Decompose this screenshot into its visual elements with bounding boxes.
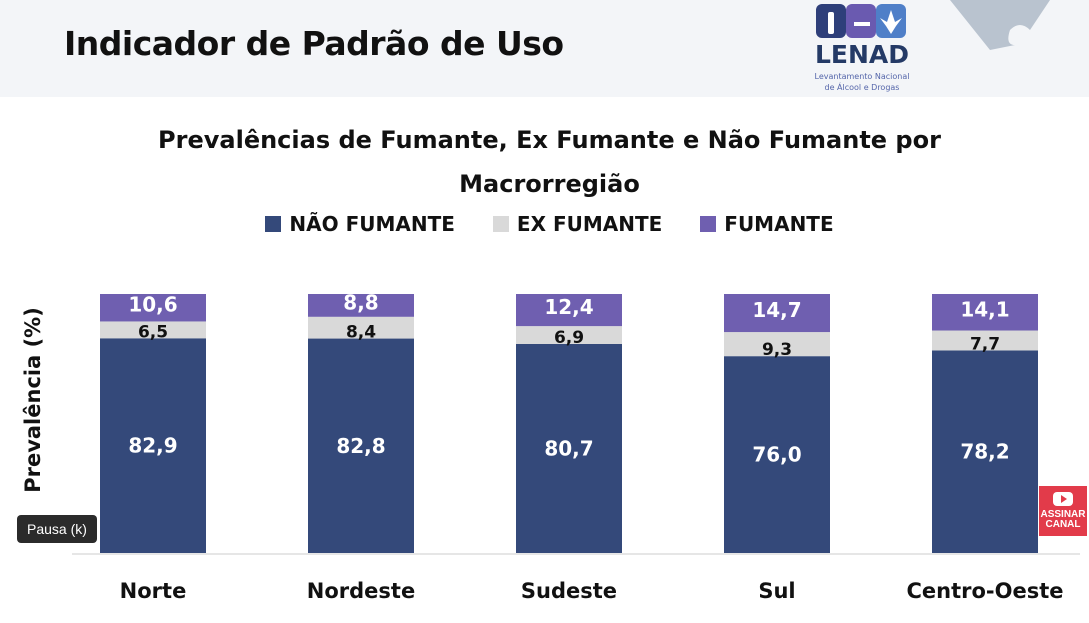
data-label: 10,6 <box>128 293 177 317</box>
x-tick-label: Norte <box>120 579 187 603</box>
bar-n-o-fumante <box>724 356 830 553</box>
slide-header <box>0 0 1089 97</box>
data-label: 8,4 <box>346 323 376 343</box>
bar-fumante <box>724 294 830 333</box>
bar-ex-fumante <box>516 326 622 344</box>
data-label: 14,1 <box>960 297 1009 321</box>
data-label: 78,2 <box>960 440 1009 464</box>
legend-nao-fumante: NÃO FUMANTE <box>265 212 455 236</box>
bar-ex-fumante <box>724 332 830 357</box>
data-label: 82,8 <box>336 434 385 458</box>
chart-title: Prevalências de Fumante, Ex Fumante e Nã… <box>0 118 1089 206</box>
logo-name: LENAD <box>814 40 910 69</box>
bar-n-o-fumante <box>932 350 1038 553</box>
legend-swatch <box>265 216 282 232</box>
bar-ex-fumante <box>308 316 414 339</box>
legend-ex-fumante: EX FUMANTE <box>492 212 663 236</box>
data-label: 8,8 <box>343 290 378 314</box>
subscribe-button[interactable]: ASSINAR CANAL <box>1039 486 1087 536</box>
legend-label: NÃO FUMANTE <box>289 212 455 236</box>
legend-swatch <box>492 216 509 232</box>
data-label: 82,9 <box>128 434 177 458</box>
data-label: 6,5 <box>138 322 168 342</box>
bar-fumante <box>932 294 1038 331</box>
chart-title-line2: Macrorregião <box>459 170 640 198</box>
bar-fumante <box>100 294 206 322</box>
x-tick-label: Nordeste <box>307 579 415 603</box>
lenad-logo-icon <box>816 4 906 38</box>
chart-title-line1: Prevalências de Fumante, Ex Fumante e Nã… <box>158 126 941 154</box>
x-tick-label: Sul <box>758 579 795 603</box>
bar-ex-fumante <box>932 330 1038 351</box>
data-label: 80,7 <box>544 436 593 460</box>
data-label: 9,3 <box>762 340 792 360</box>
subscribe-label: ASSINAR CANAL <box>1040 509 1086 530</box>
bar-fumante <box>516 294 622 327</box>
pause-tooltip: Pausa (k) <box>17 515 97 543</box>
data-label: 12,4 <box>544 295 593 319</box>
data-label: 6,9 <box>554 328 584 348</box>
y-axis-label: Prevalência (%) <box>21 307 45 493</box>
bar-fumante <box>308 294 414 317</box>
x-tick-label: Centro-Oeste <box>906 579 1063 603</box>
bar-n-o-fumante <box>100 338 206 553</box>
legend-label: EX FUMANTE <box>516 212 663 236</box>
chart-legend: NÃO FUMANTE EX FUMANTE FUMANTE <box>0 212 1089 236</box>
bar-n-o-fumante <box>516 343 622 553</box>
logo-subtitle: Levantamento Nacional de Álcool e Drogas <box>814 72 910 92</box>
legend-fumante: FUMANTE <box>700 212 834 236</box>
puzzle-piece-icon <box>950 0 1050 50</box>
x-tick-label: Sudeste <box>521 579 617 603</box>
slide-title: Indicador de Padrão de Uso <box>64 24 564 63</box>
data-label: 7,7 <box>970 334 1000 354</box>
youtube-icon <box>1053 492 1073 506</box>
legend-label: FUMANTE <box>724 212 834 236</box>
bar-n-o-fumante <box>308 338 414 553</box>
data-label: 14,7 <box>752 298 801 322</box>
data-label: 76,0 <box>752 443 801 467</box>
bar-ex-fumante <box>100 321 206 339</box>
legend-swatch <box>700 216 717 232</box>
